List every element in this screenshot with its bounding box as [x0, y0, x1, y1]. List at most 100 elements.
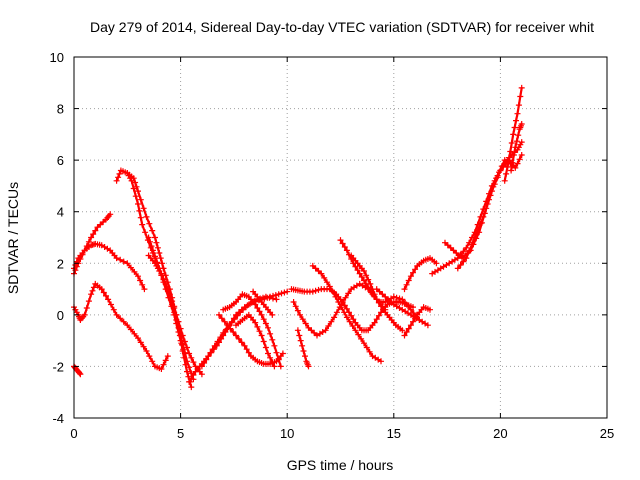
- data-point-marker: [271, 342, 278, 349]
- data-point-marker: [173, 320, 180, 327]
- data-point-marker: [117, 256, 124, 263]
- data-point-marker: [469, 241, 475, 248]
- data-point-marker: [477, 220, 484, 227]
- x-tick-label: 15: [387, 426, 401, 441]
- data-point-marker: [363, 344, 370, 351]
- data-point-marker: [361, 340, 367, 347]
- data-point-marker: [424, 322, 431, 329]
- data-point-marker: [230, 329, 237, 335]
- data-point-marker: [149, 247, 156, 254]
- data-point-marker: [341, 309, 348, 316]
- series-s10: [198, 293, 280, 370]
- data-point-marker: [513, 138, 520, 145]
- data-point-marker: [188, 375, 195, 382]
- data-point-marker: [76, 370, 83, 377]
- series-s23: [401, 255, 440, 293]
- data-point-marker: [296, 332, 303, 339]
- data-point-marker: [133, 183, 140, 190]
- data-point-marker: [375, 299, 382, 306]
- data-point-marker: [407, 306, 414, 313]
- data-point-marker: [160, 361, 167, 368]
- data-point-marker: [466, 248, 473, 255]
- series-s12: [220, 291, 284, 370]
- data-point-marker: [228, 319, 235, 326]
- series-s17: [294, 327, 312, 370]
- y-tick-label: 10: [50, 50, 64, 65]
- series-s14: [250, 288, 276, 318]
- data-point-marker: [181, 354, 188, 361]
- y-tick-label: 2: [57, 256, 64, 271]
- data-point-marker: [110, 306, 117, 313]
- data-point-marker: [209, 346, 216, 353]
- data-point-marker: [85, 238, 92, 245]
- data-point-marker: [116, 170, 123, 177]
- data-point-marker: [290, 299, 297, 305]
- data-point-marker: [252, 301, 259, 308]
- data-point-marker: [331, 314, 338, 321]
- data-point-marker: [146, 220, 153, 227]
- data-point-marker: [509, 159, 516, 166]
- data-point-marker: [517, 93, 524, 100]
- data-point-marker: [460, 248, 467, 255]
- y-tick-label: 6: [57, 153, 64, 168]
- series-s25: [442, 157, 517, 262]
- data-point-marker: [405, 325, 412, 332]
- data-point-marker: [198, 371, 205, 378]
- series-trace: [403, 257, 438, 291]
- data-point-marker: [341, 302, 348, 309]
- data-point-marker: [107, 211, 114, 218]
- data-point-marker: [352, 327, 359, 334]
- data-point-marker: [217, 334, 224, 341]
- data-point-marker: [115, 174, 122, 181]
- data-point-marker: [474, 227, 481, 234]
- data-point-marker: [324, 279, 330, 286]
- data-point-marker: [233, 332, 239, 339]
- data-point-marker: [427, 306, 433, 313]
- data-point-marker: [375, 312, 382, 319]
- data-point-marker: [518, 121, 525, 127]
- data-point-marker: [256, 308, 263, 315]
- data-point-marker: [333, 309, 340, 316]
- data-point-marker: [227, 325, 234, 332]
- data-point-marker: [297, 311, 303, 318]
- data-point-marker: [511, 124, 518, 131]
- data-point-marker: [269, 336, 276, 343]
- data-point-marker: [266, 294, 273, 301]
- data-point-marker: [328, 318, 335, 325]
- data-point-marker: [403, 329, 410, 335]
- data-point-marker: [207, 349, 214, 356]
- data-point-marker: [162, 357, 169, 364]
- data-point-marker: [113, 255, 120, 262]
- data-point-marker: [137, 277, 144, 284]
- data-point-marker: [378, 303, 384, 310]
- series-s28: [508, 121, 525, 174]
- data-point-marker: [350, 316, 357, 323]
- data-point-marker: [497, 167, 504, 174]
- data-point-marker: [378, 358, 384, 365]
- data-point-marker: [77, 371, 84, 378]
- data-point-marker: [399, 327, 406, 334]
- data-point-marker: [309, 288, 316, 295]
- data-point-marker: [508, 167, 515, 174]
- data-point-marker: [365, 276, 372, 283]
- series-trace: [72, 282, 169, 371]
- data-point-marker: [299, 316, 306, 323]
- data-point-marker: [175, 329, 182, 335]
- data-point-marker: [343, 314, 350, 321]
- data-point-marker: [90, 231, 97, 238]
- data-point-marker: [223, 326, 230, 333]
- data-point-marker: [141, 286, 148, 293]
- data-point-marker: [292, 303, 299, 310]
- data-point-marker: [341, 244, 348, 250]
- data-point-marker: [139, 221, 146, 228]
- data-point-marker: [120, 318, 127, 325]
- data-point-marker: [265, 350, 271, 357]
- data-point-marker: [188, 384, 195, 391]
- series-s13: [233, 311, 278, 370]
- data-point-marker: [516, 156, 523, 163]
- data-point-marker: [405, 277, 412, 284]
- data-point-marker: [318, 270, 325, 277]
- data-point-marker: [371, 319, 378, 326]
- axis-ticks: 0 5 10 15 20 25 -4 -2 0 2 4 6 8 10: [50, 50, 615, 441]
- data-point-marker: [160, 279, 167, 286]
